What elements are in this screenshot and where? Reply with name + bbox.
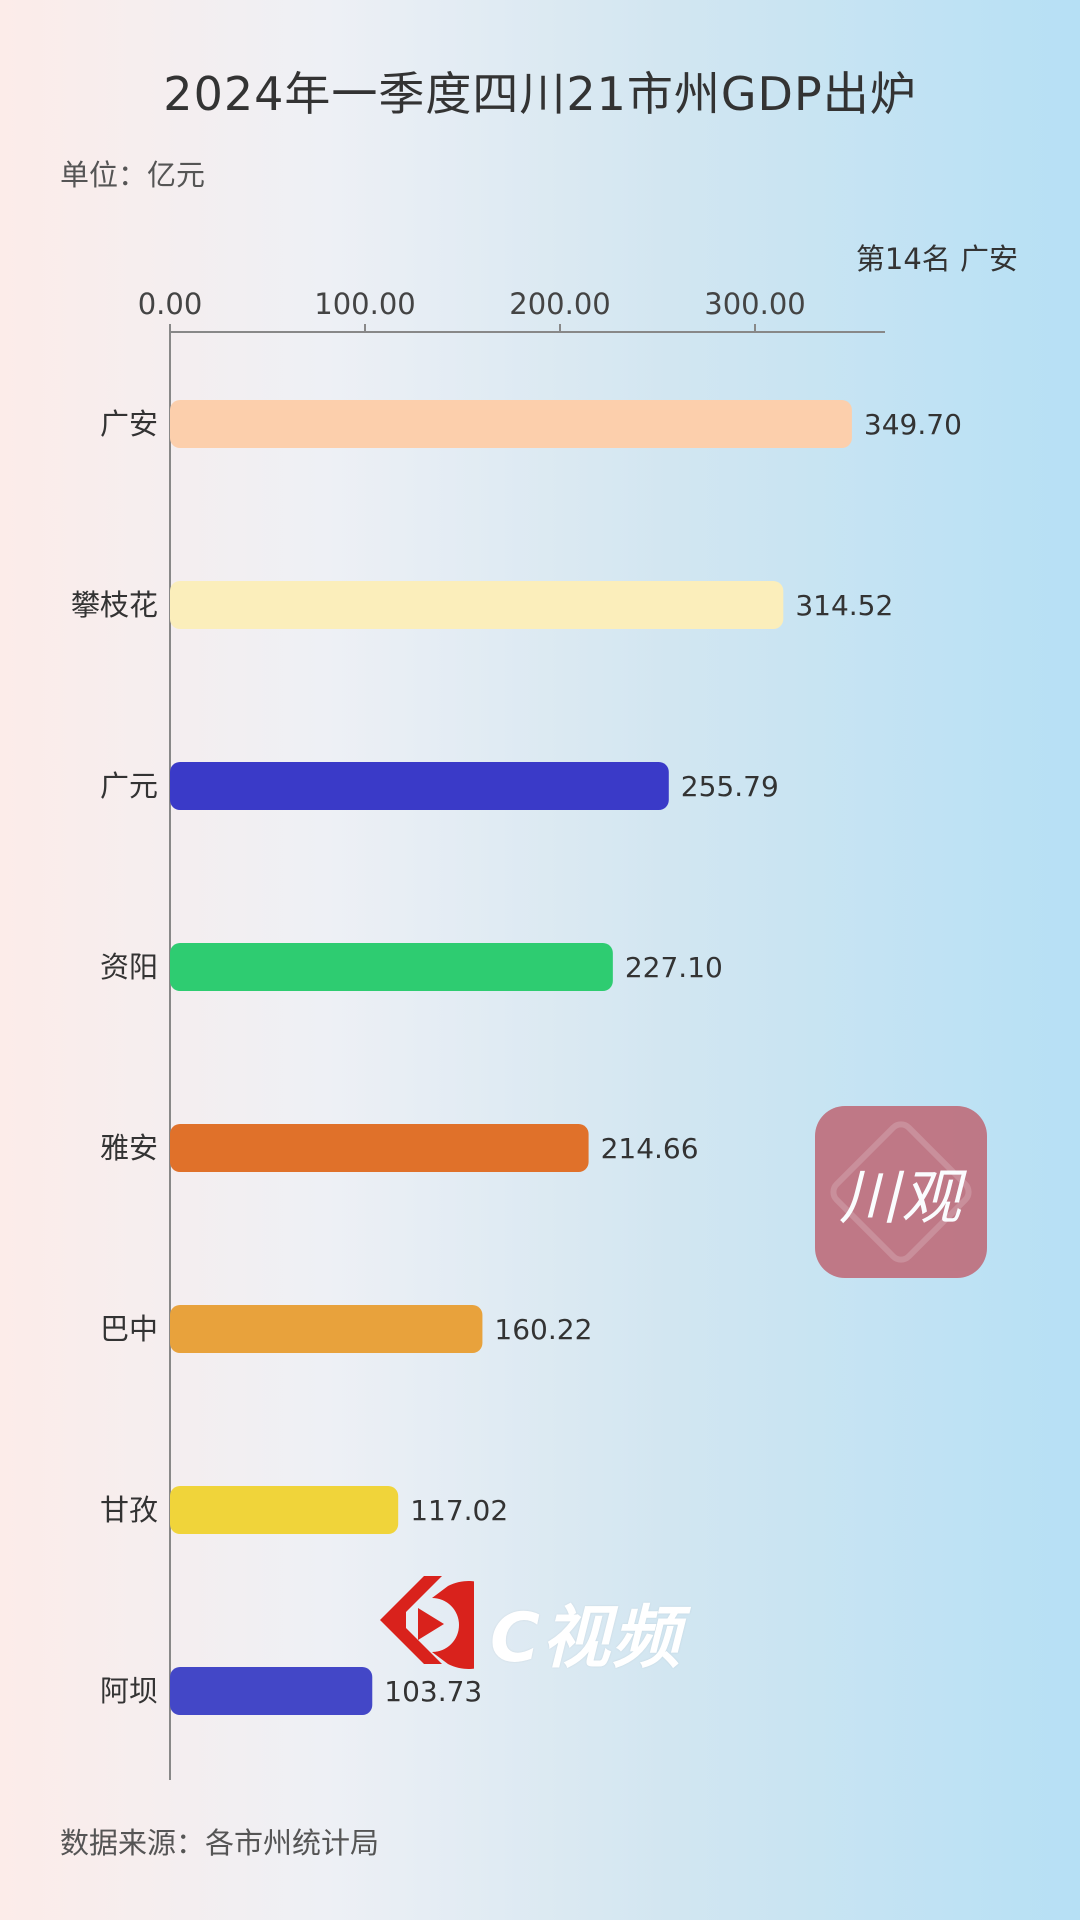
bar-3 [170, 762, 669, 810]
value-label: 314.52 [795, 589, 893, 622]
bar-8 [170, 1667, 373, 1715]
data-source: 数据来源：各市州统计局 [60, 1826, 380, 1860]
value-label: 227.10 [625, 951, 723, 984]
category-label: 甘孜 [100, 1493, 158, 1527]
value-label: 117.02 [410, 1494, 508, 1527]
bar-6 [170, 1305, 483, 1353]
bar-4 [170, 943, 613, 991]
category-label: 阿坝 [100, 1674, 158, 1708]
unit-label: 单位：亿元 [60, 158, 206, 192]
rank-label: 第14名 广安 [855, 242, 1018, 276]
value-label: 349.70 [864, 408, 962, 441]
category-label: 巴中 [100, 1312, 158, 1346]
category-label: 广安 [100, 407, 158, 441]
chuanguan-watermark: 川观 [815, 1106, 987, 1278]
cvideo-watermark-text: C视频 [490, 1599, 682, 1678]
category-label: 广元 [100, 769, 158, 803]
value-label: 103.73 [384, 1675, 482, 1708]
category-label: 攀枝花 [71, 588, 158, 622]
value-label: 214.66 [601, 1132, 699, 1165]
cvideo-play-icon [380, 1576, 474, 1669]
value-label: 255.79 [681, 770, 779, 803]
bar-5 [170, 1124, 589, 1172]
cvideo-watermark: C视频 [362, 1568, 722, 1678]
bar-1 [170, 400, 852, 448]
chart-title: 2024年一季度四川21市州GDP出炉 [163, 67, 917, 121]
x-tick-label: 200.00 [509, 287, 610, 321]
value-label: 160.22 [494, 1313, 592, 1346]
bar-7 [170, 1486, 399, 1534]
x-tick-label: 0.00 [138, 287, 203, 321]
chuanguan-watermark-text: 川观 [839, 1162, 963, 1233]
category-label: 雅安 [100, 1131, 158, 1165]
category-label: 资阳 [100, 950, 158, 984]
x-tick-label: 100.00 [314, 287, 415, 321]
x-tick-label: 300.00 [704, 287, 805, 321]
bar-2 [170, 581, 784, 629]
